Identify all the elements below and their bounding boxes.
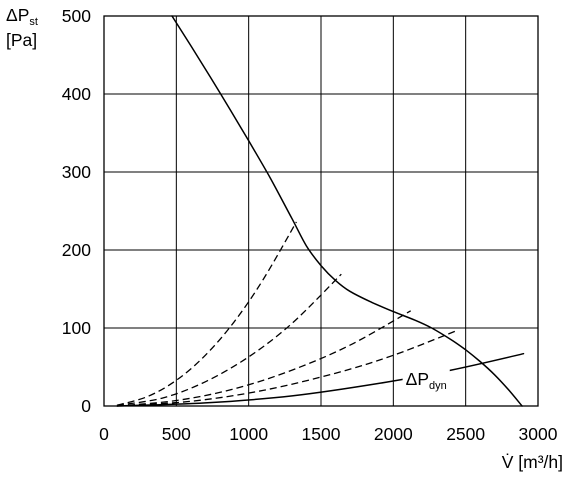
x-tick-label: 1500: [302, 424, 341, 444]
x-tick-label: 2500: [446, 424, 485, 444]
dynamic-pressure-curve: [116, 352, 525, 407]
plot-frame: [103, 15, 539, 407]
annotation-backing: [402, 367, 450, 393]
system-curve-1: [116, 221, 297, 406]
y-tick-label: 400: [62, 84, 91, 104]
y-axis-unit: [Pa]: [6, 30, 37, 50]
y-tick-label: 300: [62, 162, 91, 182]
y-tick-labels: 0 100 200 300 400 500: [62, 6, 91, 416]
annotation-subscript: dyn: [429, 380, 447, 392]
annotation-symbol: ΔP: [406, 369, 429, 389]
dynamic-pressure-label: ΔPdyn: [406, 369, 447, 392]
x-tick-label: 3000: [519, 424, 558, 444]
y-tick-label: 100: [62, 318, 91, 338]
system-curve-4: [116, 330, 456, 407]
x-tick-label: 1000: [229, 424, 268, 444]
x-axis-label: V̇ [m³/h]: [502, 452, 563, 472]
x-tick-label: 0: [99, 424, 109, 444]
x-tick-label: 2000: [374, 424, 413, 444]
x-tick-labels: 0 500 1000 1500 2000 2500 3000: [99, 424, 558, 444]
y-axis-label: ΔPst: [6, 5, 38, 28]
y-tick-label: 0: [81, 396, 91, 416]
x-tick-label: 500: [162, 424, 191, 444]
fan-characteristic-curve: [171, 15, 523, 407]
y-axis-label-subscript: st: [29, 16, 38, 28]
y-axis-label-symbol: ΔP: [6, 5, 29, 25]
y-tick-label: 500: [62, 6, 91, 26]
curves: [116, 15, 525, 407]
annotation: ΔPdyn: [402, 367, 450, 393]
system-curve-3: [116, 310, 412, 407]
y-tick-label: 200: [62, 240, 91, 260]
annotations: ΔPdyn: [402, 367, 450, 393]
